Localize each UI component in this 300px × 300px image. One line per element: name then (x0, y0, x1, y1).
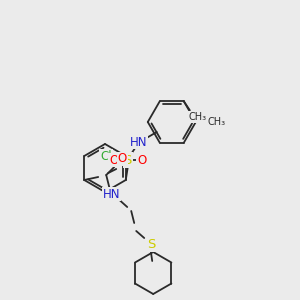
Text: O: O (137, 154, 146, 166)
Text: Cl: Cl (100, 149, 112, 163)
Text: S: S (147, 238, 155, 250)
Text: CH₃: CH₃ (189, 112, 207, 122)
Text: O: O (109, 154, 119, 166)
Text: CH₃: CH₃ (208, 117, 226, 127)
Text: O: O (118, 152, 127, 166)
Text: S: S (124, 154, 132, 166)
Text: HN: HN (103, 188, 120, 200)
Text: HN: HN (130, 136, 148, 148)
